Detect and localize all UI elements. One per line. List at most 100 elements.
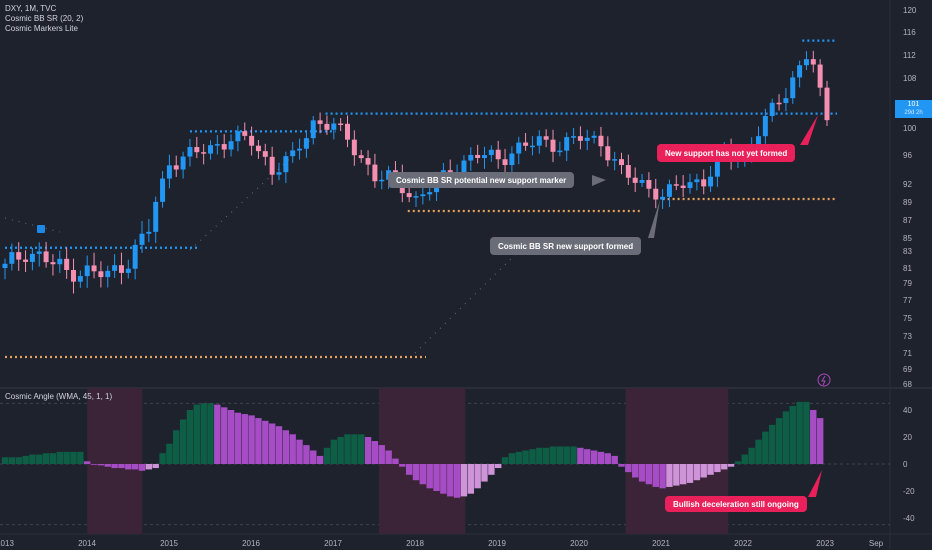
price-tick-label: 69 [903, 365, 912, 374]
candle-body [632, 177, 638, 183]
histogram-bar [714, 464, 721, 473]
histogram-bar [782, 411, 790, 464]
callout-pointer [800, 115, 818, 145]
candle-body [379, 179, 385, 182]
histogram-bar [433, 464, 440, 491]
candle-body [427, 192, 433, 195]
candle-body [523, 142, 529, 146]
histogram-bar [15, 457, 22, 464]
time-tick-label: 2014 [78, 539, 96, 548]
candle-body [543, 136, 549, 140]
histogram-bar [70, 451, 77, 464]
histogram-bar [501, 457, 509, 464]
candle-body [694, 179, 700, 183]
candle-body [420, 194, 426, 197]
candle-body [495, 149, 501, 160]
histogram-bar [707, 464, 714, 475]
histogram-bar [488, 464, 495, 475]
candle-body [461, 160, 467, 175]
histogram-bar [570, 446, 577, 464]
candle-body [36, 251, 42, 254]
candle-body [577, 136, 583, 141]
candle-body [516, 142, 522, 154]
price-tick-label: 100 [903, 124, 917, 133]
candle-body [324, 123, 330, 130]
candle-body [77, 276, 83, 282]
candle-body [132, 244, 138, 269]
candle-body [112, 265, 118, 271]
histogram-bar [111, 464, 118, 469]
histogram-bar [337, 437, 344, 464]
candle-body [612, 159, 618, 161]
histogram-bar [597, 451, 605, 464]
price-tick-label: 73 [903, 332, 912, 341]
histogram-bar [29, 454, 36, 464]
histogram-bar [118, 464, 125, 469]
callout-arrows [592, 115, 822, 497]
histogram-bar [104, 464, 111, 467]
histogram-bar [36, 454, 43, 464]
histogram-bar [22, 455, 29, 464]
price-tick-label: 79 [903, 279, 912, 288]
candle-body [57, 258, 63, 265]
histogram-bar [522, 450, 529, 464]
shaded-region [625, 388, 729, 534]
histogram-bar [447, 464, 454, 497]
histogram-bar [700, 464, 707, 478]
histogram-bar [481, 464, 488, 482]
price-tick-label: 75 [903, 314, 912, 323]
legend-indicator-markers: Cosmic Markers Lite [5, 24, 78, 33]
candle-body [509, 153, 515, 166]
histogram-bar [56, 451, 64, 464]
histogram-bar [536, 447, 543, 464]
shaded-region [379, 388, 466, 534]
time-tick-label: 2021 [652, 539, 670, 548]
histogram-bar [467, 464, 475, 494]
histogram-bar [275, 426, 283, 464]
chart-legend: DXY, 1M, TVC Cosmic BB SR (20, 2) Cosmic… [5, 4, 83, 34]
osc-tick-label: -40 [903, 514, 915, 523]
candle-body [714, 155, 720, 177]
histogram-bar [316, 455, 324, 464]
price-tick-label: 120 [903, 6, 917, 15]
candle-body [118, 265, 124, 273]
price-tick-label: 112 [903, 51, 916, 60]
price-tick-label: 116 [903, 28, 916, 37]
candle-body [98, 271, 104, 278]
histogram-bar [673, 464, 680, 486]
candle-body [269, 156, 275, 175]
lightning-icon [817, 373, 831, 387]
candle-body [125, 268, 131, 273]
candle-body [345, 123, 350, 140]
candle-body [71, 269, 76, 282]
histogram-bar [303, 445, 310, 464]
osc-tick-label: 20 [903, 433, 912, 442]
candle-body [153, 201, 159, 232]
histogram-bar [193, 404, 200, 464]
candle-body [303, 138, 309, 149]
histogram-bar [241, 414, 248, 464]
candle-body [598, 135, 604, 147]
histogram-bar [378, 445, 385, 464]
histogram-bar [549, 446, 557, 464]
time-tick-label: 2020 [570, 539, 588, 548]
candle-body [365, 158, 371, 165]
histogram-bar [49, 453, 57, 464]
candle-body [502, 159, 508, 166]
histogram-bar [97, 464, 105, 466]
candle-body [146, 231, 152, 234]
histogram-bar [173, 430, 180, 464]
candle-body [584, 137, 590, 141]
histogram-bar [721, 464, 728, 470]
time-tick-label: 2017 [324, 539, 342, 548]
indicator-title: Cosmic Angle (WMA, 45, 1, 1) [5, 392, 113, 401]
histogram-bar [775, 418, 783, 464]
histogram-bar [42, 453, 50, 464]
candle-body [331, 123, 337, 130]
histogram-bar [693, 464, 701, 481]
histogram-bar [371, 441, 379, 464]
support-levels [4, 39, 837, 359]
candle-body [776, 102, 782, 105]
last-price-countdown: 29d 2h [904, 110, 923, 116]
